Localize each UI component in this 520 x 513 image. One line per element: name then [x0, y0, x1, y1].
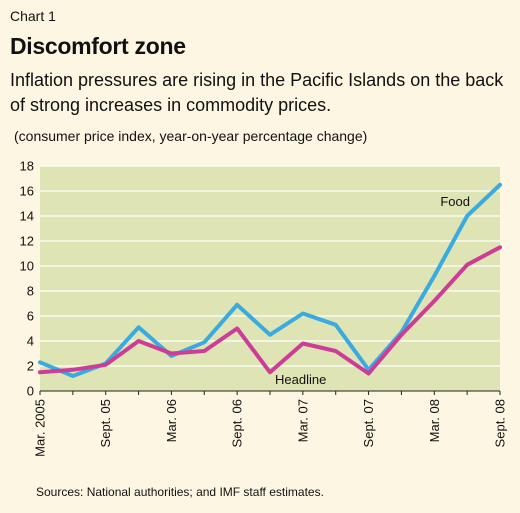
x-tick-label: Sept. 08 [493, 399, 508, 447]
y-tick-label: 10 [20, 259, 34, 274]
chart-subtitle: Inflation pressures are rising in the Pa… [10, 70, 504, 115]
y-tick-label: 8 [27, 284, 34, 299]
headline-annotation: Headline [275, 372, 326, 387]
x-axis-ticks: Mar. 2005 Sept. 05 Mar. 06 Sept. 06 Mar. 07 S… [33, 391, 508, 457]
x-tick-label: Mar. 07 [295, 399, 310, 442]
series-line-headline [38, 245, 502, 376]
x-tick-label: Sept. 07 [361, 399, 376, 447]
y-axis-ticks: 0 2 4 6 8 10 12 14 16 18 [20, 159, 34, 399]
x-tick-label: Sept. 06 [230, 399, 245, 447]
x-tick-label: Mar. 08 [427, 399, 442, 442]
x-tick-label: Mar. 2005 [33, 399, 48, 457]
y-tick-label: 18 [20, 159, 34, 174]
units-note: (consumer price index, year-on-year perc… [14, 128, 368, 144]
y-tick-label: 4 [27, 334, 34, 349]
y-tick-label: 2 [27, 359, 34, 374]
y-tick-label: 14 [20, 209, 34, 224]
food-annotation: Food [440, 194, 470, 209]
y-tick-label: 6 [27, 309, 34, 324]
chart-title: Discomfort zone [10, 33, 186, 59]
x-tick-label: Sept. 05 [98, 399, 113, 447]
series-lines [38, 182, 502, 378]
x-tick-label: Mar. 06 [164, 399, 179, 442]
series-line-food [38, 182, 502, 378]
y-tick-label: 16 [20, 184, 34, 199]
y-tick-label: 0 [27, 384, 34, 399]
source-note: Sources: National authorities; and IMF s… [36, 485, 324, 499]
series-annotations: Food Headline [275, 194, 470, 387]
y-tick-label: 12 [20, 234, 34, 249]
chart-label: Chart 1 [10, 8, 56, 24]
